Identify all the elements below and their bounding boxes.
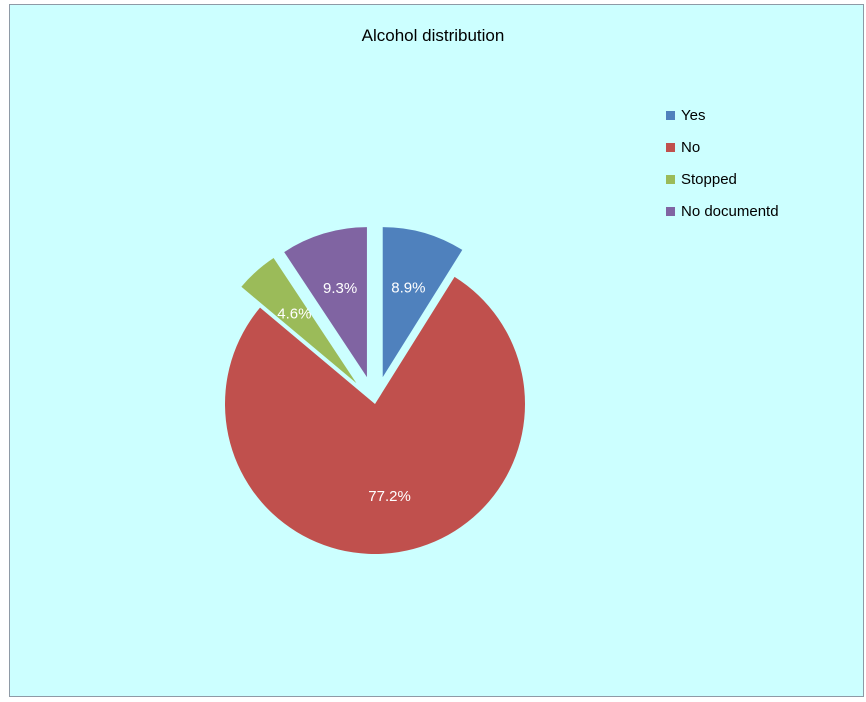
legend-swatch-no-documentd — [666, 206, 675, 216]
pie-slice-yes — [382, 227, 463, 378]
legend-item-no: No — [666, 131, 779, 163]
legend-label-no: No — [681, 138, 701, 156]
legend-label-yes: Yes — [681, 106, 706, 124]
chart-title: Alcohol distribution — [361, 26, 505, 45]
data-label-yes: 8.9% — [391, 280, 425, 297]
legend-label-stopped: Stopped — [681, 170, 737, 188]
legend-item-yes: Yes — [666, 99, 779, 131]
legend-label-no-documentd: No documentd — [681, 202, 779, 220]
pie-slice-no — [225, 276, 526, 554]
legend-swatch-no — [666, 142, 675, 152]
legend-swatch-yes — [666, 110, 675, 120]
legend-swatch-stopped — [666, 174, 675, 184]
data-label-stopped: 4.6% — [277, 306, 311, 323]
legend: Yes No Stopped No documentd — [666, 99, 779, 227]
data-label-no: 77.2% — [368, 488, 411, 505]
pie-slice-no-documentd — [284, 227, 367, 378]
legend-item-no-documentd: No documentd — [666, 195, 779, 227]
legend-item-stopped: Stopped — [666, 163, 779, 195]
data-label-no-documentd: 9.3% — [323, 280, 357, 297]
pie-slice-stopped — [241, 258, 357, 384]
